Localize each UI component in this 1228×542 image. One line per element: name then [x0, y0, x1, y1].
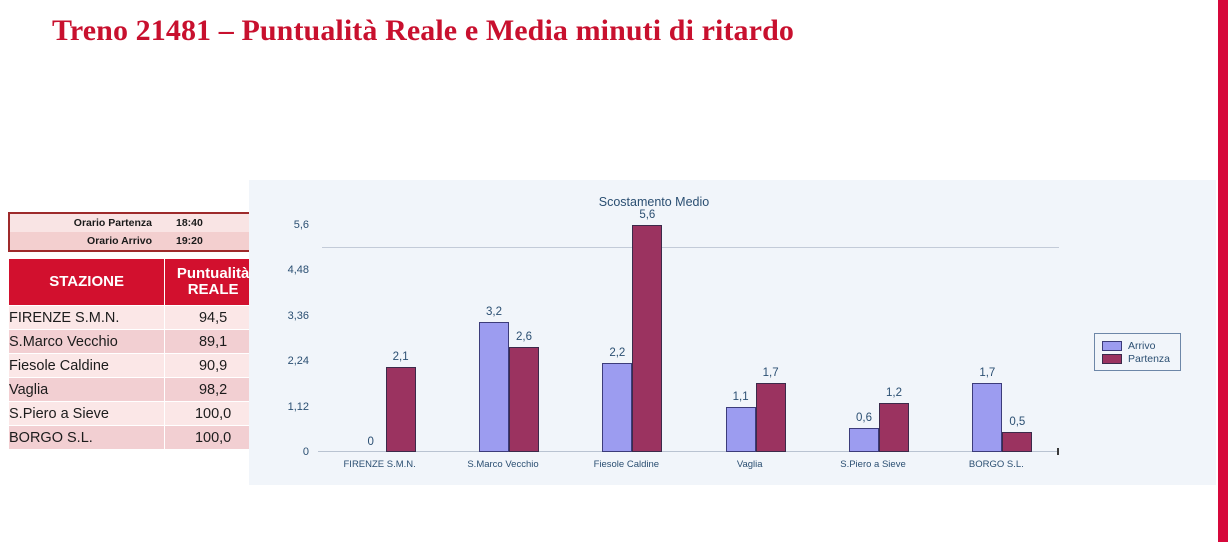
chart-bar-partenza: [385, 366, 416, 452]
chart-bar-arrivo: [972, 383, 1003, 452]
chart-bar-partenza: [632, 225, 663, 452]
x-axis-category-label: BORGO S.L.: [968, 459, 1024, 470]
column-header-punctuality-line1: Puntualità: [176, 265, 250, 283]
chart-bar-partenza: [878, 403, 909, 452]
cell-punctuality: 100,0: [165, 402, 261, 425]
cell-punctuality: 98,2: [165, 378, 261, 401]
chart-bar-value-label: 2,6: [515, 330, 532, 343]
chart-legend: Arrivo Partenza: [1094, 333, 1182, 371]
cell-punctuality: 94,5: [165, 306, 261, 329]
chart-bar-value-label: 1,7: [979, 367, 996, 380]
chart-category-group: 2,2 5,6 Fiesole Caldine: [565, 209, 688, 470]
cell-station: FIRENZE S.M.N.: [9, 306, 165, 329]
y-axis-tick-label: 3,36: [287, 309, 309, 322]
chart-panel: Scostamento Medio 0 1,12 2,24 3,36 4,48 5,6 0 2…: [249, 180, 1217, 485]
chart-category-group: 3,2 2,6 S.Marco Vecchio: [441, 225, 564, 470]
chart-category-group: 0 2,1 FIRENZE S.M.N.: [318, 225, 441, 470]
cell-station: Vaglia: [9, 378, 165, 401]
chart-bar-arrivo: [478, 322, 509, 452]
station-punctuality-table: STAZIONE Puntualità REALE FIRENZE S.M.N.…: [8, 258, 262, 450]
chart-title: Scostamento Medio: [598, 195, 710, 209]
cell-punctuality: 90,9: [165, 354, 261, 377]
y-axis-tick-label: 5,6: [293, 219, 309, 231]
column-header-station: STAZIONE: [9, 259, 165, 305]
chart-bar-partenza: [508, 346, 539, 452]
chart-bar-value-label: 0,6: [855, 411, 872, 424]
chart-bar-value-label: 0: [367, 436, 374, 448]
chart-bar-value-label: 1,7: [762, 367, 779, 380]
orari-row: Orario Arrivo 19:20: [10, 232, 260, 250]
chart-bar-value-label: 2,2: [609, 346, 626, 359]
orari-value: 19:20: [176, 235, 203, 247]
x-axis-category-label: Fiesole Caldine: [593, 459, 660, 470]
orari-label: Orario Arrivo: [87, 235, 152, 247]
x-axis-end-tick: [1057, 448, 1059, 455]
x-axis-category-label: Vaglia: [736, 459, 763, 470]
y-axis-tick-label: 0: [302, 446, 309, 458]
table-row: Fiesole Caldine 90,9: [9, 354, 261, 377]
chart-bar-value-label: 5,6: [639, 209, 656, 221]
table-header-row: STAZIONE Puntualità REALE: [9, 259, 261, 305]
chart-plot-area: 0 1,12 2,24 3,36 4,48 5,6 0 2,1 FIRENZE S.M.N. 3,…: [288, 209, 1059, 470]
cell-punctuality: 100,0: [165, 426, 261, 449]
chart-category-group: 1,7 0,5 BORGO S.L.: [935, 225, 1058, 470]
legend-item-arrivo: Arrivo: [1102, 339, 1170, 352]
chart-bar-value-label: 3,2: [485, 306, 502, 319]
cell-station: BORGO S.L.: [9, 426, 165, 449]
accent-bar-gap: [1216, 0, 1218, 542]
chart-gridline: [322, 246, 1059, 248]
orari-label: Orario Partenza: [73, 217, 152, 229]
x-axis-category-label: S.Piero a Sieve: [840, 459, 906, 470]
table-row: S.Piero a Sieve 100,0: [9, 402, 261, 425]
orari-info-box: Orario Partenza 18:40 Orario Arrivo 19:2…: [8, 212, 262, 252]
legend-swatch-icon: [1102, 340, 1122, 351]
column-header-punctuality-line2: REALE: [187, 281, 239, 298]
table-row: FIRENZE S.M.N. 94,5: [9, 306, 261, 329]
cell-station: S.Piero a Sieve: [9, 402, 165, 425]
y-axis-tick-label: 2,24: [287, 355, 309, 368]
chart-category-group: 1,1 1,7 Vaglia: [688, 225, 811, 470]
orari-value: 18:40: [176, 217, 203, 229]
chart-bar-partenza: [755, 383, 786, 452]
chart-bar-value-label: 1,2: [885, 387, 902, 400]
page-title: Treno 21481 – Puntualità Reale e Media m…: [52, 14, 794, 47]
chart-bar-arrivo: [848, 427, 879, 452]
x-axis-category-label: FIRENZE S.M.N.: [343, 459, 416, 470]
y-axis-tick-label: 1,12: [287, 400, 309, 413]
legend-label: Partenza: [1128, 352, 1171, 365]
cell-punctuality: 89,1: [165, 330, 261, 353]
column-header-punctuality: Puntualità REALE: [165, 259, 261, 305]
cell-station: Fiesole Caldine: [9, 354, 165, 377]
chart-bar-value-label: 1,1: [732, 391, 749, 404]
table-row: Vaglia 98,2: [9, 378, 261, 401]
table-row: S.Marco Vecchio 89,1: [9, 330, 261, 353]
y-axis-tick-label: 4,48: [287, 264, 309, 277]
cell-station: S.Marco Vecchio: [9, 330, 165, 353]
x-axis-category-label: S.Marco Vecchio: [467, 459, 539, 470]
chart-bar-arrivo: [602, 362, 633, 452]
legend-swatch-icon: [1102, 353, 1122, 364]
chart-bar-value-label: 0,5: [1009, 415, 1026, 428]
chart-category-group: 0,6 1,2 S.Piero a Sieve: [811, 225, 934, 470]
x-axis-line: [318, 451, 1059, 452]
table-row: BORGO S.L. 100,0: [9, 426, 261, 449]
chart-bar-arrivo: [725, 407, 756, 452]
chart-bar-partenza: [1002, 431, 1033, 452]
chart-bar-value-label: 2,1: [392, 350, 409, 363]
legend-label: Arrivo: [1128, 339, 1156, 352]
right-accent-bar: [1218, 0, 1228, 542]
orari-row: Orario Partenza 18:40: [10, 214, 260, 232]
legend-item-partenza: Partenza: [1102, 352, 1170, 365]
